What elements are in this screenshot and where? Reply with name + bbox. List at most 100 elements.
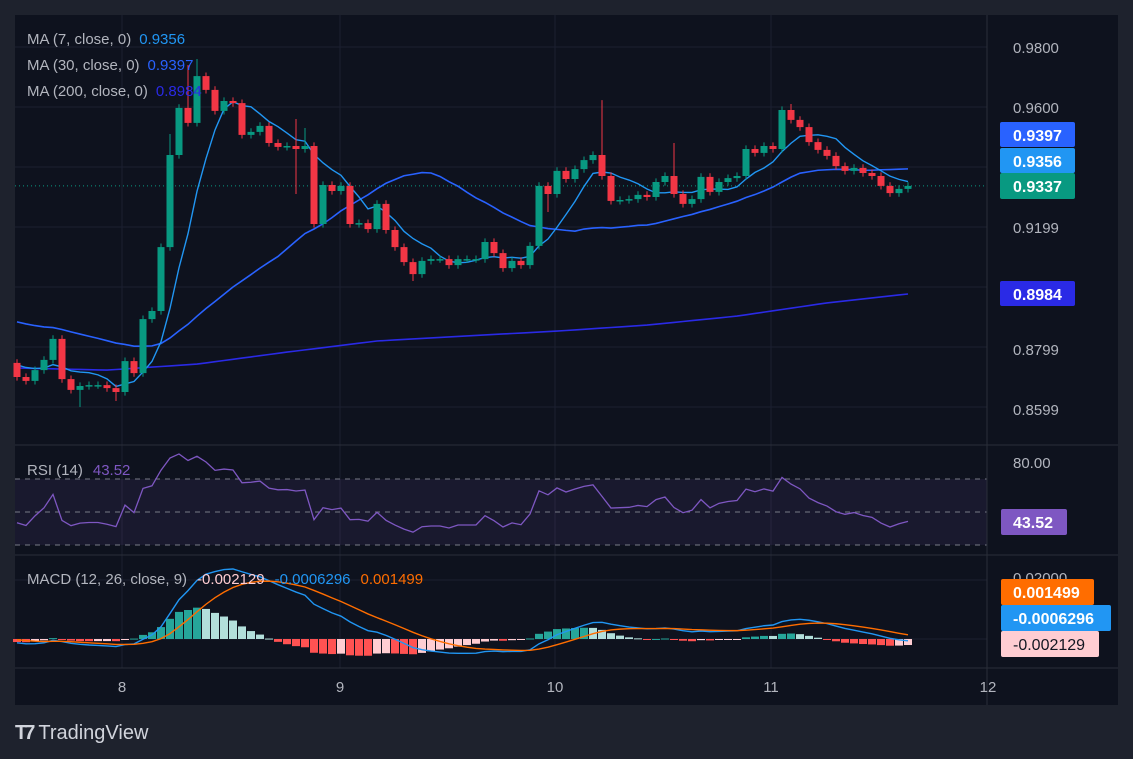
candle-body [868, 173, 876, 176]
macd-histogram-bar [877, 639, 885, 646]
price-tick: 0.9600 [1013, 100, 1059, 117]
macd-histogram-bar [157, 627, 165, 639]
macd-histogram-bar [184, 610, 192, 639]
candle-body [850, 167, 858, 171]
macd-legend: MACD (12, 26, close, 9) -0.002129 -0.00062… [27, 571, 423, 588]
candle-body [481, 242, 489, 260]
rsi-line [16, 453, 909, 533]
candle-body [544, 185, 552, 194]
candle-body [166, 155, 174, 248]
macd-histogram-bar [625, 637, 633, 639]
macd-histogram-bar [355, 639, 363, 656]
ma30-legend-value: 0.9397 [148, 57, 194, 74]
macd-histogram-bar [373, 639, 381, 654]
macd-histogram-bar [292, 639, 300, 647]
macd-histogram-bar [166, 618, 174, 639]
candle-body [400, 247, 408, 263]
macd-histogram-bar [427, 639, 435, 652]
macd-histogram-bar [40, 639, 48, 641]
candle-body [598, 155, 606, 176]
candle-body [796, 119, 804, 128]
macd-histogram-bar [517, 639, 525, 640]
macd-histogram-bar [832, 639, 840, 642]
macd-signal-line [16, 580, 909, 652]
ma200-legend-value: 0.8984 [156, 83, 202, 100]
candle-body [85, 385, 93, 387]
macd-histogram-bar [247, 631, 255, 639]
ma30-price-tag [1000, 122, 1075, 147]
candle-body [562, 170, 570, 179]
candle-body [238, 103, 246, 135]
candle-body [103, 385, 111, 389]
candle-body [805, 127, 813, 143]
rsi-legend-label: RSI (14) [27, 462, 83, 479]
candle-body [76, 386, 84, 390]
ma200-line [16, 293, 909, 371]
macd-histogram-bar [238, 626, 246, 639]
candle-body [121, 361, 129, 392]
macd-histogram-bar [760, 635, 768, 639]
macd-histogram-bar [76, 639, 84, 642]
candle-body [256, 125, 264, 132]
time-tick: 9 [336, 679, 344, 696]
macd-histogram-bar [769, 635, 777, 639]
ma200-price-tag [1000, 281, 1075, 306]
candle-body [175, 107, 183, 155]
macd-histogram-bar [67, 639, 75, 641]
macd-histogram-bar [679, 639, 687, 641]
macd-histogram-bar [715, 639, 723, 640]
candle-body [787, 110, 795, 120]
macd-signal-legend-value: 0.001499 [361, 571, 424, 588]
candle-body [688, 199, 696, 204]
candle-body [679, 194, 687, 204]
macd-histogram-bar [607, 633, 615, 639]
candle-body [463, 259, 471, 261]
ma200-legend: MA (200, close, 0) 0.8984 [27, 83, 202, 100]
macd-histogram-bar [472, 639, 480, 644]
candle-body [49, 338, 57, 360]
macd-histogram-bar [229, 620, 237, 639]
rsi-legend-value: 43.52 [93, 462, 131, 479]
price-tick: 0.9800 [1013, 40, 1059, 57]
price-tick: 0.8599 [1013, 402, 1059, 419]
tradingview-logo[interactable]: T7 TradingView [15, 722, 148, 745]
time-tick: 8 [118, 679, 126, 696]
candle-body [58, 338, 66, 380]
macd-histogram-bar [868, 639, 876, 645]
macd-histogram-bar [652, 638, 660, 640]
candle-body [607, 176, 615, 201]
candle-body [904, 185, 912, 189]
rsi-tick: 80.00 [1013, 455, 1051, 472]
macd-histogram-bar [112, 639, 120, 642]
candle-body [472, 259, 480, 261]
macd-signal-tag-text: 0.001499 [1013, 585, 1080, 602]
macd-histogram-bar [697, 639, 705, 641]
candle-body [283, 146, 291, 148]
macd-histogram-bar [454, 639, 462, 647]
ma30-price-tag-text: 0.9397 [1013, 128, 1062, 145]
macd-histogram-bar [643, 639, 651, 640]
macd-histogram-bar [31, 639, 39, 642]
candle-body [265, 125, 273, 143]
candle-body [625, 199, 633, 201]
candle-body [832, 155, 840, 167]
rsi-tag-text: 43.52 [1013, 515, 1053, 532]
candle-body [697, 176, 705, 200]
macd-histogram-bar [490, 639, 498, 641]
macd-histogram-bar [121, 639, 129, 640]
macd-histogram-bar [265, 638, 273, 640]
plot-area[interactable] [13, 59, 987, 656]
candle-body [877, 176, 885, 186]
macd-histogram-bar [85, 639, 93, 642]
candle-body [31, 370, 39, 381]
macd-histogram-bar [805, 635, 813, 639]
candle-body [220, 101, 228, 111]
candle-body [328, 185, 336, 191]
macd-histogram-bar [742, 637, 750, 639]
ma200-price-tag-text: 0.8984 [1013, 287, 1062, 304]
candle-body [94, 385, 102, 387]
candle-body [589, 155, 597, 161]
macd-histogram-bar [418, 639, 426, 653]
candle-body [841, 166, 849, 171]
